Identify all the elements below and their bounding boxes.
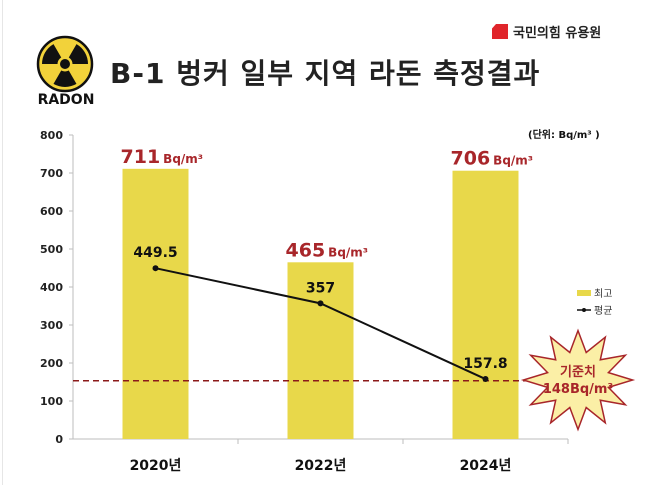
logo-text: RADON xyxy=(37,92,95,108)
y-tick-label: 200 xyxy=(40,357,63,370)
y-tick-label: 700 xyxy=(40,167,63,180)
standard-value: 148Bq/m³ xyxy=(543,382,613,397)
standard-label: 기준치 xyxy=(560,364,596,380)
y-tick-label: 400 xyxy=(40,281,63,294)
line-point-label: 357 xyxy=(306,280,335,296)
x-tick-label: 2022년 xyxy=(295,458,347,474)
y-tick-label: 100 xyxy=(40,395,63,408)
line-point xyxy=(482,376,489,383)
y-tick-label: 300 xyxy=(40,319,63,332)
standard-burst: 기준치 148Bq/m³ xyxy=(520,328,636,432)
line-point-label: 157.8 xyxy=(463,356,507,372)
line-point-label: 449.5 xyxy=(133,245,177,261)
line-series: 449.5 357 157.8 xyxy=(133,245,508,383)
x-tick-label: 2020년 xyxy=(130,458,182,474)
y-tick-label: 0 xyxy=(55,433,63,446)
starburst-icon xyxy=(520,328,636,432)
frame-border xyxy=(2,0,3,485)
bar-max-label: 465 Bq/m³ xyxy=(286,239,369,261)
party-badge: 국민의힘 유용원 xyxy=(492,22,601,41)
radiation-hazard-icon xyxy=(36,35,94,93)
legend-label-avg: 평균 xyxy=(594,305,612,317)
y-tick-label: 600 xyxy=(40,205,63,218)
bar-max-label: 706 Bq/m³ xyxy=(451,148,534,170)
legend-label-max: 최고 xyxy=(594,288,612,300)
line-point xyxy=(317,300,324,307)
unit-note: (단위: Bq/m³ ) xyxy=(528,130,600,141)
x-tick-label: 2024년 xyxy=(460,458,512,474)
y-tick-label: 800 xyxy=(40,129,63,142)
line-point xyxy=(152,265,159,272)
bar xyxy=(122,168,189,439)
page-title: B-1 벙커 일부 지역 라돈 측정결과 xyxy=(110,57,541,90)
x-axis-labels: 2020년 2022년 2024년 xyxy=(130,458,512,474)
bar-series: 711 Bq/m³ 465 Bq/m³ 706 Bq/m³ xyxy=(121,146,534,439)
party-logo-icon xyxy=(492,24,508,39)
bar-max-label: 711 Bq/m³ xyxy=(121,146,204,168)
bar xyxy=(287,262,354,439)
bar xyxy=(452,170,519,439)
legend-swatch-bar xyxy=(577,290,591,296)
party-name: 국민의힘 유용원 xyxy=(513,26,602,41)
y-tick-label: 500 xyxy=(40,243,63,256)
